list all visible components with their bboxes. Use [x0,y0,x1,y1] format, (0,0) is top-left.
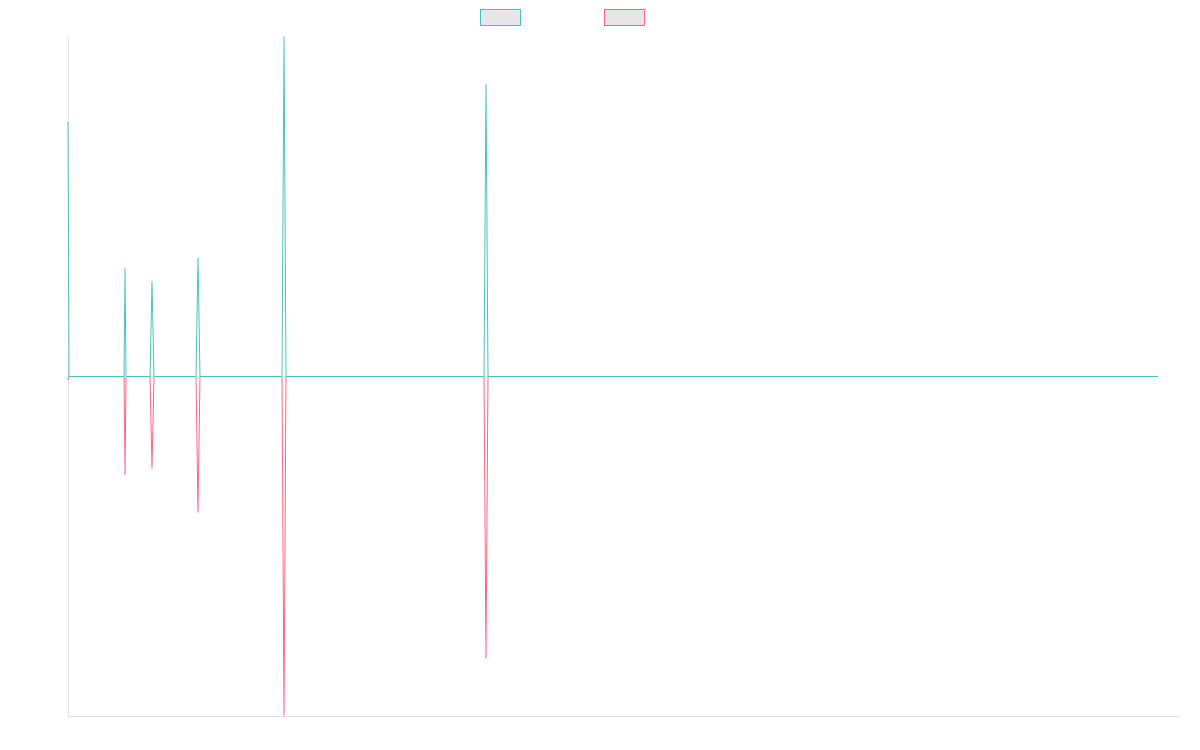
series-1-line [67,36,1158,377]
legend-swatch-series-1[interactable] [480,9,521,26]
series-2-line [67,376,1158,717]
series-layer [67,36,1158,717]
legend [480,9,645,26]
legend-swatch-series-2[interactable] [604,9,645,26]
